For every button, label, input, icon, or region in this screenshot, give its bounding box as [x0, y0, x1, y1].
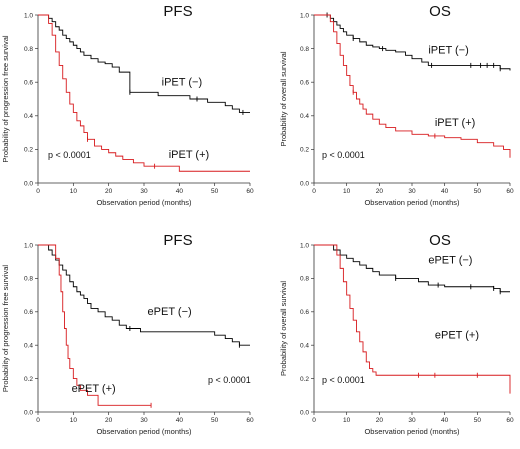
- x-axis-label: Observation period (months): [96, 427, 192, 436]
- x-tick-label: 30: [408, 188, 416, 195]
- series-label: iPET (+): [169, 149, 209, 161]
- y-tick-label: 0.6: [24, 309, 33, 316]
- panel-title: OS: [429, 3, 451, 20]
- y-tick-label: 0.8: [300, 276, 309, 283]
- x-tick-label: 30: [140, 417, 148, 424]
- km-curve-1: [314, 244, 511, 394]
- x-axis-label: Observation period (months): [96, 198, 192, 207]
- x-axis-label: Observation period (months): [364, 198, 460, 207]
- x-tick-label: 60: [246, 417, 254, 424]
- x-tick-label: 50: [211, 188, 219, 195]
- km-curve-0: [38, 244, 250, 346]
- x-tick-label: 40: [176, 188, 184, 195]
- y-tick-label: 0.8: [24, 46, 33, 53]
- x-axis-label: Observation period (months): [364, 427, 460, 436]
- y-tick-label: 0.2: [24, 147, 33, 154]
- x-tick-label: 60: [506, 188, 514, 195]
- chart-panel-os-ipet: 0.0 0.2 0.4 0.6 0.8 1.0 0 10 20 30 40 50 60 Observati…: [279, 3, 514, 207]
- x-tick-label: 50: [474, 417, 482, 424]
- x-tick-label: 50: [474, 188, 482, 195]
- x-tick-label: 10: [70, 188, 78, 195]
- panel-title: OS: [429, 232, 451, 249]
- series-label: iPET (+): [435, 117, 475, 129]
- y-tick-label: 1.0: [300, 12, 309, 19]
- x-tick-label: 20: [105, 417, 113, 424]
- x-tick-label: 0: [312, 188, 316, 195]
- x-tick-label: 30: [408, 417, 416, 424]
- y-axis-label: Probability of overall survival: [279, 51, 288, 146]
- km-curve-1: [38, 14, 250, 172]
- y-tick-label: 1.0: [24, 12, 33, 19]
- y-tick-label: 0.6: [300, 80, 309, 87]
- y-tick-label: 0.0: [300, 180, 309, 187]
- series-label: iPET (−): [428, 45, 468, 57]
- panel-title: PFS: [163, 3, 192, 20]
- x-tick-label: 20: [376, 417, 384, 424]
- km-curve-1: [314, 14, 511, 158]
- p-value-label: p < 0.0001: [322, 150, 365, 160]
- p-value-label: p < 0.0001: [48, 150, 91, 160]
- y-tick-label: 1.0: [300, 242, 309, 249]
- y-tick-label: 0.2: [300, 376, 309, 383]
- panel-title: PFS: [163, 232, 192, 249]
- km-curve-0: [38, 14, 250, 113]
- x-tick-label: 20: [105, 188, 113, 195]
- y-tick-label: 0.6: [300, 309, 309, 316]
- x-tick-label: 60: [246, 188, 254, 195]
- y-axis-label: Probability of progression free survival: [1, 265, 10, 392]
- series-label: ePET (−): [428, 254, 472, 266]
- y-tick-label: 0.4: [300, 113, 309, 120]
- x-tick-label: 40: [441, 417, 449, 424]
- x-tick-label: 40: [176, 417, 184, 424]
- chart-panel-os-epet: 0.0 0.2 0.4 0.6 0.8 1.0 0 10 20 30 40 50 60 Observati…: [279, 232, 514, 436]
- x-tick-label: 10: [343, 188, 351, 195]
- p-value-label: p < 0.0001: [322, 375, 365, 385]
- x-tick-label: 40: [441, 188, 449, 195]
- y-tick-label: 0.4: [24, 343, 33, 350]
- y-tick-label: 0.0: [24, 409, 33, 416]
- chart-panel-pfs-epet: 0.0 0.2 0.4 0.6 0.8 1.0 0 10 20 30 40 50 60 Observati…: [1, 232, 254, 436]
- y-tick-label: 0.4: [300, 343, 309, 350]
- y-tick-label: 0.6: [24, 80, 33, 87]
- x-tick-label: 0: [36, 188, 40, 195]
- x-tick-label: 0: [312, 417, 316, 424]
- km-curve-0: [314, 14, 511, 71]
- y-axis-label: Probability of progression free survival: [1, 35, 10, 162]
- km-curve-0: [314, 244, 510, 293]
- x-tick-label: 20: [376, 188, 384, 195]
- y-tick-label: 0.8: [300, 46, 309, 53]
- chart-panel-pfs-ipet: 0.0 0.2 0.4 0.6 0.8 1.0 0 10 20 30 40 50 60 Observati…: [1, 3, 254, 207]
- series-label: iPET (−): [162, 77, 202, 89]
- y-tick-label: 1.0: [24, 242, 33, 249]
- y-tick-label: 0.4: [24, 113, 33, 120]
- km-curve-1: [38, 244, 152, 406]
- y-tick-label: 0.8: [24, 276, 33, 283]
- p-value-label: p < 0.0001: [208, 375, 251, 385]
- x-tick-label: 50: [211, 417, 219, 424]
- x-tick-label: 30: [140, 188, 148, 195]
- x-tick-label: 10: [343, 417, 351, 424]
- y-tick-label: 0.2: [24, 376, 33, 383]
- x-tick-label: 10: [70, 417, 78, 424]
- series-label: ePET (+): [435, 330, 479, 342]
- series-label: ePET (−): [148, 306, 192, 318]
- y-tick-label: 0.0: [300, 409, 309, 416]
- y-tick-label: 0.2: [300, 147, 309, 154]
- series-label: ePET (+): [72, 383, 116, 395]
- x-tick-label: 60: [506, 417, 514, 424]
- x-tick-label: 0: [36, 417, 40, 424]
- y-tick-label: 0.0: [24, 180, 33, 187]
- y-axis-label: Probability of overall survival: [279, 281, 288, 376]
